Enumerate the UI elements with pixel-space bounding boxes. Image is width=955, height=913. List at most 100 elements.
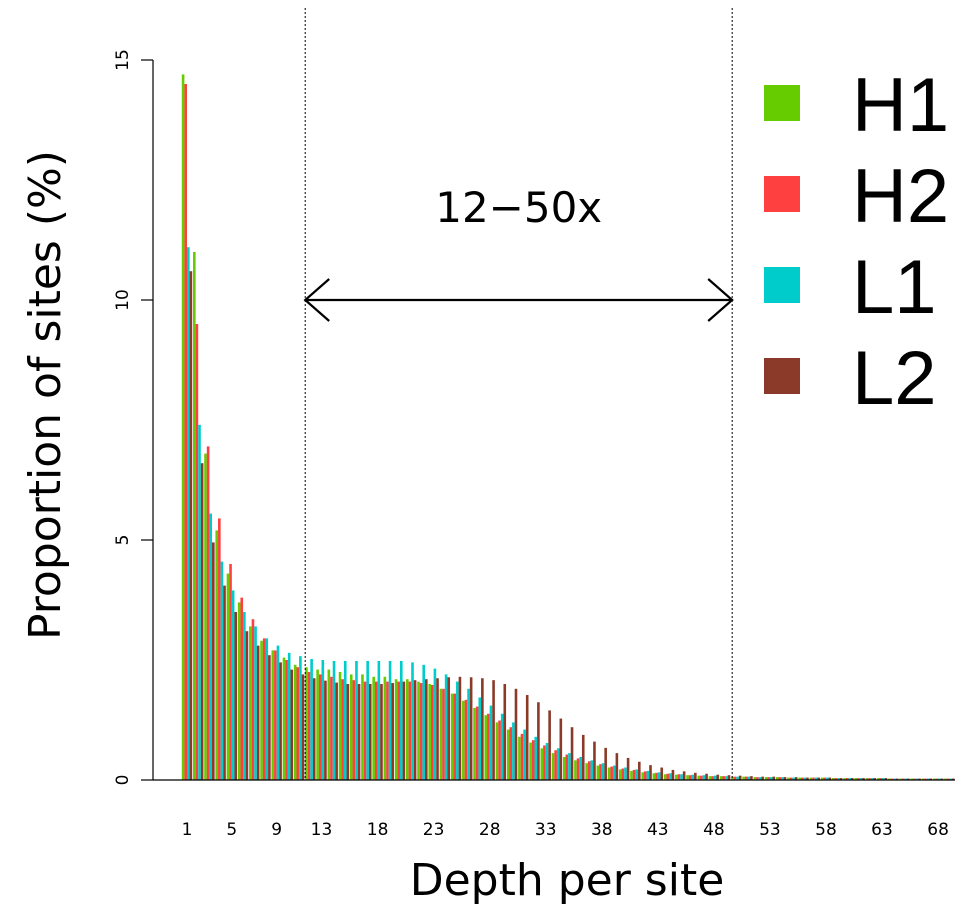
bar-L2-depth-62 <box>873 778 877 780</box>
legend-label-H1: H1 <box>852 63 949 148</box>
bar-H2-depth-46 <box>688 775 692 780</box>
bar-H1-depth-37 <box>585 763 588 780</box>
bar-H1-depth-3 <box>204 453 207 780</box>
bar-H1-depth-26 <box>462 700 465 780</box>
bar-H1-depth-64 <box>888 778 891 780</box>
bar-L2-depth-65 <box>907 778 910 780</box>
bar-H1-depth-58 <box>820 777 824 780</box>
bar-L1-depth-48 <box>713 775 717 780</box>
bar-H1-depth-65 <box>899 778 902 780</box>
bar-L1-depth-23 <box>433 668 437 780</box>
bar-L2-depth-18 <box>380 684 383 780</box>
bar-H2-depth-11 <box>296 667 300 780</box>
bar-H2-depth-61 <box>857 778 860 780</box>
bar-H2-depth-44 <box>666 773 670 780</box>
bar-L1-depth-45 <box>680 774 683 780</box>
bar-L1-depth-11 <box>299 656 302 780</box>
bar-H2-depth-27 <box>475 706 479 780</box>
bar-L1-depth-59 <box>837 778 840 780</box>
bar-H2-depth-13 <box>318 674 322 780</box>
bar-L1-depth-2 <box>198 424 201 780</box>
bar-H1-depth-51 <box>742 776 745 780</box>
bar-H1-depth-62 <box>865 778 869 780</box>
bar-L2-depth-34 <box>559 718 563 780</box>
bar-H2-depth-26 <box>464 699 468 780</box>
bar-H2-depth-51 <box>744 776 748 780</box>
bar-H2-depth-47 <box>700 775 703 780</box>
bar-H1-depth-45 <box>675 774 678 780</box>
bar-H2-depth-69 <box>946 778 950 780</box>
bar-H1-depth-30 <box>506 729 510 780</box>
bar-H1-depth-19 <box>383 676 387 780</box>
bar-L1-depth-28 <box>489 705 493 780</box>
bar-L1-depth-40 <box>624 767 627 780</box>
bar-L1-depth-56 <box>803 777 807 780</box>
bar-L2-depth-21 <box>413 680 417 780</box>
legend-label-L1: L1 <box>852 245 937 330</box>
bar-L1-depth-57 <box>814 777 818 780</box>
bar-L1-depth-25 <box>456 681 459 780</box>
bar-H1-depth-18 <box>372 676 375 780</box>
bar-H2-depth-62 <box>868 778 871 780</box>
bar-L2-depth-4 <box>223 585 226 780</box>
bar-H1-depth-1 <box>181 74 185 780</box>
bar-L2-depth-14 <box>335 682 338 780</box>
x-tick-label-53: 53 <box>759 820 781 840</box>
bar-H1-depth-63 <box>876 778 880 780</box>
bar-H1-depth-56 <box>798 777 801 780</box>
bar-H1-depth-14 <box>327 669 331 780</box>
bar-L1-depth-9 <box>276 645 280 780</box>
bar-H1-depth-13 <box>316 669 319 780</box>
bar-H2-depth-31 <box>520 733 524 780</box>
bar-L2-depth-8 <box>268 655 271 780</box>
bar-H2-depth-58 <box>823 777 826 780</box>
bar-H2-depth-19 <box>386 681 389 780</box>
bar-H1-depth-24 <box>439 688 443 780</box>
bar-H1-depth-27 <box>473 708 476 780</box>
bar-L2-depth-1 <box>189 271 193 780</box>
bar-L1-depth-38 <box>601 763 605 780</box>
bar-H1-depth-35 <box>562 756 566 780</box>
bar-H2-depth-16 <box>352 680 356 780</box>
bar-L2-depth-68 <box>940 778 944 780</box>
bar-H2-depth-23 <box>431 684 434 780</box>
bar-H1-depth-46 <box>686 775 689 780</box>
bar-H1-depth-57 <box>809 777 813 780</box>
bar-H1-depth-49 <box>719 776 723 780</box>
bar-H2-depth-39 <box>610 766 613 780</box>
legend-swatch-L2 <box>764 358 800 394</box>
bar-H2-depth-54 <box>778 777 782 780</box>
bar-L2-depth-47 <box>705 773 708 780</box>
bar-H2-depth-28 <box>487 713 490 780</box>
bar-L1-depth-54 <box>781 777 784 780</box>
bar-L2-depth-10 <box>290 669 294 780</box>
bar-L2-depth-69 <box>951 778 955 780</box>
bar-L1-depth-35 <box>568 753 571 780</box>
bar-L1-depth-55 <box>792 777 795 780</box>
bar-L1-depth-69 <box>949 778 952 780</box>
bar-H1-depth-6 <box>237 602 241 780</box>
bar-H2-depth-33 <box>543 745 546 780</box>
bar-H2-depth-43 <box>655 772 658 780</box>
bar-H1-depth-15 <box>338 672 342 780</box>
bar-L2-depth-27 <box>481 678 484 780</box>
bar-L2-depth-67 <box>929 778 933 780</box>
bar-L1-depth-64 <box>893 778 896 780</box>
bar-L2-depth-16 <box>357 684 361 780</box>
bar-L2-depth-51 <box>750 776 753 780</box>
bar-L1-depth-6 <box>243 612 246 780</box>
bar-L1-depth-33 <box>545 743 549 780</box>
bar-L1-depth-58 <box>825 777 829 780</box>
bar-H2-depth-14 <box>330 676 333 780</box>
x-tick-label-43: 43 <box>647 820 669 840</box>
range-arrow-left-head <box>303 278 330 322</box>
bar-L1-depth-14 <box>332 660 336 780</box>
bar-H2-depth-68 <box>935 778 939 780</box>
bar-L2-depth-29 <box>503 684 507 780</box>
bar-L1-depth-22 <box>422 664 426 780</box>
bar-H2-depth-40 <box>621 768 625 780</box>
bar-L2-depth-59 <box>839 778 843 780</box>
bar-L2-depth-22 <box>425 679 428 780</box>
